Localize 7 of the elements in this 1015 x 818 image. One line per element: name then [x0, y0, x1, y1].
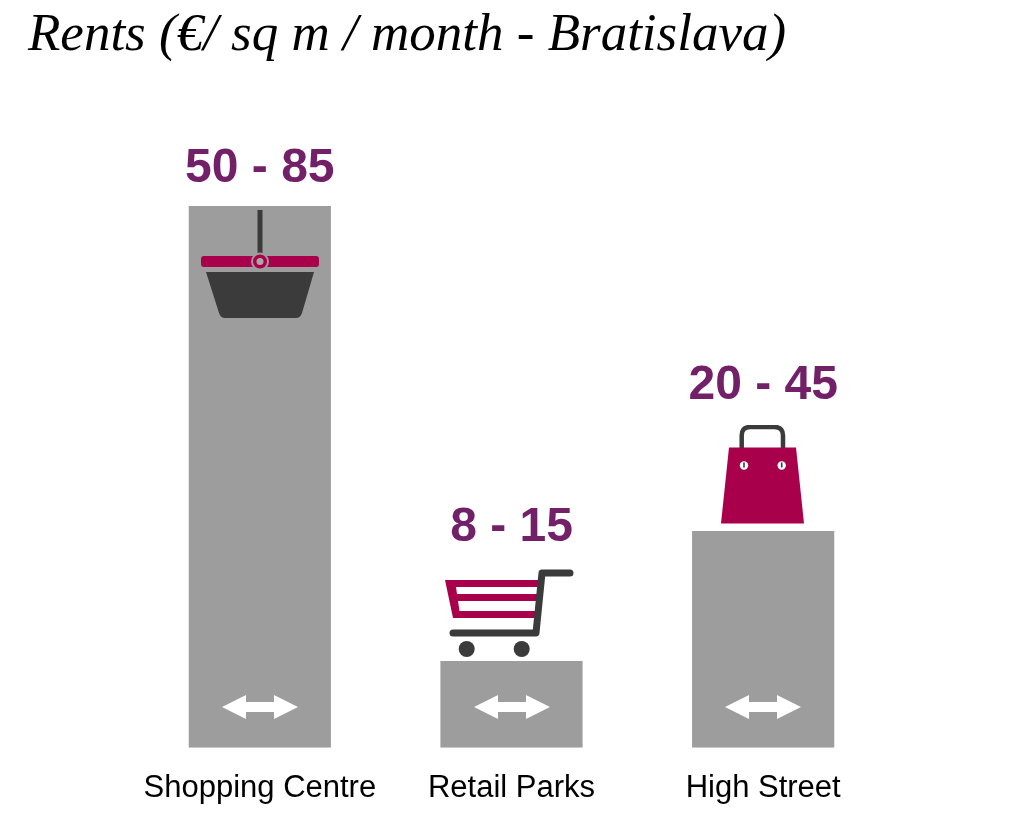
data-label: 8 - 15 — [450, 498, 573, 552]
x-tick-label: Retail Parks — [427, 768, 596, 804]
x-tick-label: Shopping Centre — [143, 768, 377, 804]
data-label: 20 - 45 — [688, 356, 838, 410]
x-tick-label: High Street — [685, 768, 842, 804]
data-label: 50 - 85 — [185, 139, 335, 192]
chart-title: Rents (€/ sq m / month - Bratislava) — [28, 3, 787, 61]
